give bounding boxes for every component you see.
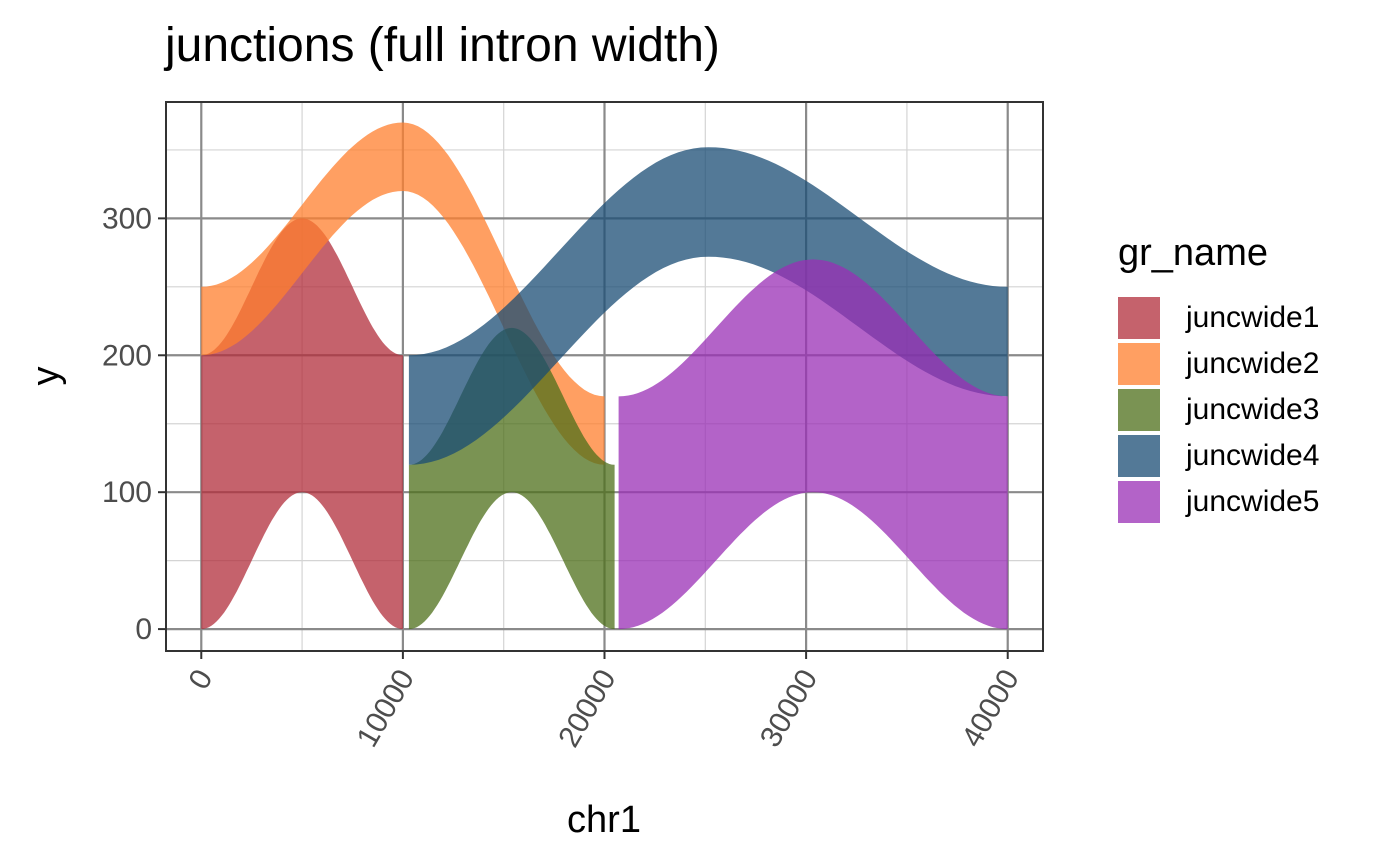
legend-label: juncwide5 (1186, 485, 1320, 518)
y-tick-label: 300 (102, 202, 152, 235)
legend-items: juncwide1 juncwide2 juncwide3 juncwide4 junc… (1118, 295, 1319, 525)
legend-item: juncwide2 (1118, 341, 1319, 387)
x-tick-label: 30000 (754, 664, 824, 753)
legend-swatch (1118, 297, 1160, 339)
legend-label: juncwide2 (1186, 347, 1320, 380)
legend-label: juncwide1 (1186, 301, 1320, 334)
y-axis-title: y (25, 367, 67, 386)
legend-label: juncwide3 (1186, 393, 1320, 426)
y-tick-label: 100 (102, 476, 152, 509)
y-axis: 0 100 200 300 (102, 202, 166, 646)
legend-item: juncwide3 (1118, 387, 1319, 433)
y-tick-label: 200 (102, 339, 152, 372)
x-axis-title: chr1 (567, 799, 641, 841)
legend-item: juncwide4 (1118, 433, 1319, 479)
x-tick-label: 10000 (351, 664, 421, 753)
legend-title: gr_name (1118, 232, 1268, 274)
legend-swatch (1118, 389, 1160, 431)
legend-swatch (1118, 481, 1160, 523)
y-tick-label: 0 (135, 613, 152, 646)
ribbon-juncwide4 (408, 147, 1008, 465)
legend-item: juncwide5 (1118, 479, 1319, 525)
ribbon-juncwide2 (201, 122, 605, 465)
ribbon-juncwide5 (618, 259, 1008, 630)
x-tick-label: 40000 (955, 664, 1025, 753)
x-tick-label: 0 (182, 664, 219, 695)
x-axis: 0 10000 20000 30000 40000 (182, 651, 1026, 753)
legend-swatch (1118, 343, 1160, 385)
x-tick-label: 20000 (552, 664, 622, 753)
chart-title: junctions (full intron width) (165, 19, 720, 72)
legend-label: juncwide4 (1186, 439, 1320, 472)
legend-swatch (1118, 435, 1160, 477)
legend: gr_name juncwide1 juncwide2 juncwide3 juncw… (1118, 232, 1319, 525)
legend-item: juncwide1 (1118, 295, 1319, 341)
ribbons (201, 122, 1008, 630)
